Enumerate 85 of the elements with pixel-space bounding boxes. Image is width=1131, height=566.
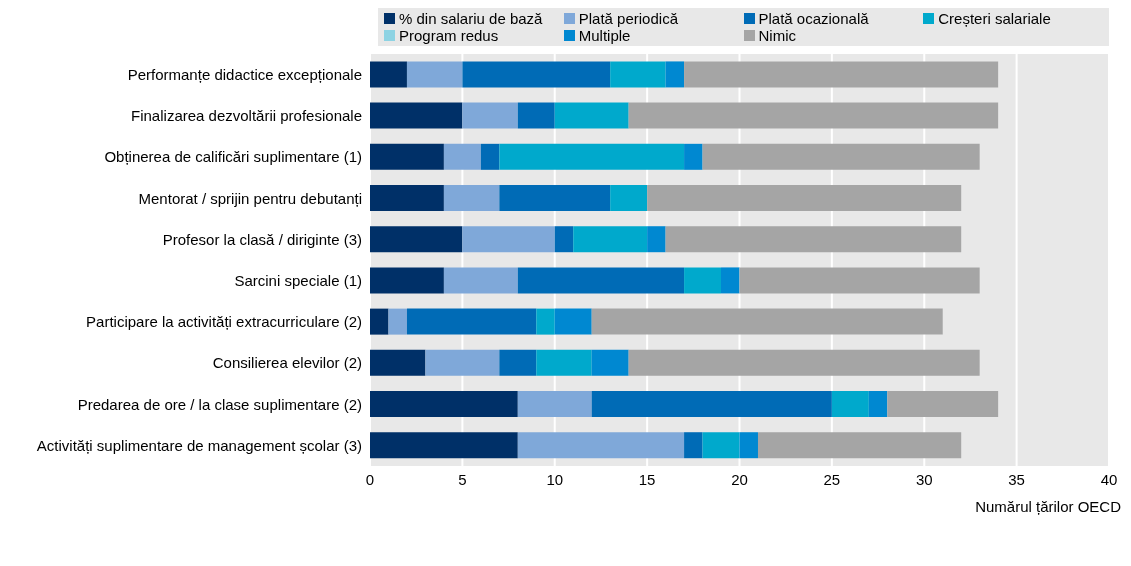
y-tick-label: Participare la activități extracurriculare (2) (86, 313, 362, 331)
y-tick-label: Predarea de ore / la clase suplimentare (2) (77, 395, 362, 413)
x-tick-label: 35 (1008, 470, 1025, 488)
legend-label: Multiple (578, 27, 631, 44)
bar (370, 432, 518, 459)
bar (499, 185, 611, 212)
x-tick-label: 0 (365, 470, 375, 488)
bar (554, 308, 592, 335)
bar (462, 61, 611, 88)
legend-label: Plată ocazională (758, 10, 869, 27)
bar (370, 102, 463, 129)
bar (536, 349, 592, 376)
bar (554, 102, 629, 129)
bar (684, 432, 703, 459)
bar (425, 349, 500, 376)
bar (610, 61, 666, 88)
bar (517, 432, 685, 459)
legend-label: Creșteri salariale (938, 10, 1051, 27)
bar (647, 226, 666, 253)
bar (499, 143, 685, 170)
bar (462, 102, 518, 129)
x-tick-label: 5 (458, 470, 467, 488)
bar (480, 143, 500, 170)
bar (684, 143, 703, 170)
bar (443, 267, 518, 294)
bar (554, 226, 574, 253)
bar (370, 349, 426, 376)
bar (628, 102, 999, 129)
bar (388, 308, 407, 335)
bar (868, 391, 888, 418)
bar (591, 349, 629, 376)
bar (591, 308, 943, 335)
x-tick-label: 20 (731, 470, 748, 488)
bar (665, 61, 685, 88)
x-tick-label: 15 (638, 470, 656, 488)
bar (831, 391, 869, 418)
bar (406, 308, 537, 335)
bar (536, 308, 555, 335)
bar (739, 432, 758, 459)
bar (684, 267, 722, 294)
legend-label: % din salariu de bază (399, 10, 543, 27)
y-tick-label: Performanțe didactice excepționale (127, 65, 362, 83)
bar (499, 349, 537, 376)
bar (370, 185, 444, 212)
x-tick-label: 25 (823, 470, 841, 488)
bar (647, 185, 962, 212)
x-tick-label: 40 (1100, 470, 1118, 488)
bar (665, 226, 962, 253)
bar (370, 61, 407, 88)
legend-label: Plată periodică (578, 10, 678, 27)
y-tick-label: Obținerea de calificări suplimentare (1) (104, 148, 362, 166)
legend-label: Program redus (399, 27, 499, 44)
bar (370, 226, 463, 253)
bar (517, 102, 555, 129)
bar (739, 267, 980, 294)
bar (591, 391, 832, 418)
y-tick-label: Finalizarea dezvoltării profesionale (131, 107, 362, 125)
bar (702, 143, 980, 170)
y-tick-label: Activități suplimentare de management școlar (3) (36, 436, 362, 454)
bar (370, 391, 518, 418)
bar (628, 349, 980, 376)
bar (370, 308, 389, 335)
bar (517, 267, 685, 294)
bar (702, 432, 740, 459)
bar (370, 267, 444, 294)
bar (573, 226, 648, 253)
bar (721, 267, 740, 294)
bar (462, 226, 555, 253)
bar (887, 391, 999, 418)
bar (684, 61, 999, 88)
y-tick-label: Sarcini speciale (1) (234, 271, 362, 289)
bar (406, 61, 463, 88)
y-tick-label: Mentorat / sprijin pentru debutanți (138, 189, 362, 207)
bar (610, 185, 648, 212)
bar (370, 143, 444, 170)
x-tick-label: 30 (915, 470, 933, 488)
x-tick-label: 10 (546, 470, 564, 488)
bar (443, 143, 481, 170)
bar (757, 432, 962, 459)
x-axis-title: Numărul țărilor OECD (974, 498, 1122, 515)
legend-label: Nimic (758, 27, 796, 44)
y-tick-label: Consilierea elevilor (2) (212, 354, 362, 372)
bar (443, 185, 500, 212)
y-tick-label: Profesor la clasă / diriginte (3) (162, 230, 362, 248)
bar (517, 391, 592, 418)
